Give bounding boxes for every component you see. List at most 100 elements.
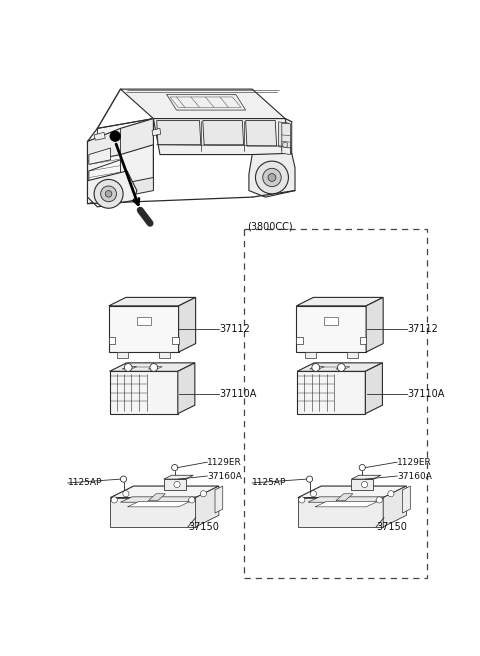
Circle shape bbox=[105, 190, 112, 197]
Text: 37150: 37150 bbox=[376, 522, 407, 532]
Text: 37112: 37112 bbox=[407, 324, 438, 334]
Circle shape bbox=[388, 491, 394, 497]
Circle shape bbox=[299, 497, 305, 503]
Polygon shape bbox=[89, 160, 120, 192]
Polygon shape bbox=[87, 171, 137, 207]
Polygon shape bbox=[246, 121, 276, 146]
Text: 1125AP: 1125AP bbox=[68, 478, 102, 487]
Polygon shape bbox=[120, 178, 154, 197]
Polygon shape bbox=[347, 352, 358, 358]
Text: 37110A: 37110A bbox=[219, 390, 256, 400]
Polygon shape bbox=[152, 129, 161, 136]
Polygon shape bbox=[164, 475, 193, 479]
Circle shape bbox=[311, 491, 316, 497]
Polygon shape bbox=[117, 352, 128, 358]
Text: 37112: 37112 bbox=[219, 324, 250, 334]
Circle shape bbox=[376, 497, 383, 503]
Polygon shape bbox=[308, 497, 385, 502]
Polygon shape bbox=[109, 337, 115, 344]
Circle shape bbox=[283, 142, 288, 148]
Polygon shape bbox=[360, 337, 366, 344]
Polygon shape bbox=[296, 306, 366, 352]
Polygon shape bbox=[164, 479, 186, 490]
Circle shape bbox=[101, 186, 117, 201]
Circle shape bbox=[312, 363, 320, 371]
Polygon shape bbox=[87, 119, 154, 161]
Polygon shape bbox=[278, 122, 288, 148]
Circle shape bbox=[268, 174, 276, 182]
Polygon shape bbox=[249, 154, 295, 197]
Polygon shape bbox=[298, 486, 407, 498]
Polygon shape bbox=[178, 363, 195, 414]
Polygon shape bbox=[87, 119, 154, 203]
Polygon shape bbox=[282, 123, 290, 152]
Polygon shape bbox=[203, 121, 244, 145]
Circle shape bbox=[124, 363, 132, 371]
Polygon shape bbox=[351, 475, 381, 479]
Polygon shape bbox=[196, 486, 219, 527]
Text: 1129ER: 1129ER bbox=[207, 458, 242, 466]
Polygon shape bbox=[109, 306, 179, 352]
Polygon shape bbox=[127, 501, 190, 507]
Polygon shape bbox=[336, 367, 350, 369]
Polygon shape bbox=[296, 297, 383, 306]
Circle shape bbox=[94, 180, 123, 208]
Polygon shape bbox=[109, 371, 178, 414]
Circle shape bbox=[361, 482, 368, 487]
Polygon shape bbox=[156, 121, 201, 145]
Circle shape bbox=[337, 363, 345, 371]
Polygon shape bbox=[172, 337, 179, 344]
Polygon shape bbox=[365, 363, 383, 414]
Polygon shape bbox=[366, 297, 383, 352]
Text: (3800CC): (3800CC) bbox=[248, 221, 293, 231]
Polygon shape bbox=[351, 479, 373, 490]
Polygon shape bbox=[282, 147, 290, 155]
Polygon shape bbox=[87, 184, 120, 203]
Circle shape bbox=[255, 161, 288, 194]
Polygon shape bbox=[94, 133, 105, 140]
Polygon shape bbox=[110, 498, 196, 527]
Polygon shape bbox=[315, 501, 378, 507]
Polygon shape bbox=[285, 119, 292, 155]
Polygon shape bbox=[148, 494, 166, 501]
Polygon shape bbox=[120, 89, 285, 119]
Bar bbox=[244, 229, 427, 578]
Text: 37150: 37150 bbox=[188, 522, 219, 532]
Polygon shape bbox=[89, 148, 110, 165]
Circle shape bbox=[306, 476, 312, 482]
Circle shape bbox=[123, 491, 129, 497]
Circle shape bbox=[359, 464, 365, 470]
Polygon shape bbox=[109, 297, 196, 306]
Circle shape bbox=[200, 491, 206, 497]
Polygon shape bbox=[296, 337, 302, 344]
Polygon shape bbox=[297, 363, 383, 371]
Text: 37110A: 37110A bbox=[407, 390, 444, 400]
Polygon shape bbox=[154, 119, 292, 155]
Polygon shape bbox=[298, 498, 383, 527]
Polygon shape bbox=[109, 363, 195, 371]
Circle shape bbox=[110, 131, 120, 142]
Text: 1125AP: 1125AP bbox=[252, 478, 287, 487]
Polygon shape bbox=[148, 367, 162, 369]
Polygon shape bbox=[137, 318, 151, 325]
Text: 37160A: 37160A bbox=[397, 472, 432, 481]
Text: 1129ER: 1129ER bbox=[397, 458, 432, 466]
Circle shape bbox=[263, 169, 281, 187]
Polygon shape bbox=[310, 367, 324, 369]
Circle shape bbox=[174, 482, 180, 487]
Polygon shape bbox=[215, 486, 223, 513]
Circle shape bbox=[111, 497, 117, 503]
Polygon shape bbox=[179, 297, 196, 352]
Circle shape bbox=[172, 464, 178, 470]
Circle shape bbox=[189, 497, 195, 503]
Polygon shape bbox=[324, 318, 338, 325]
Polygon shape bbox=[297, 371, 365, 414]
Polygon shape bbox=[120, 497, 197, 502]
Circle shape bbox=[120, 476, 127, 482]
Text: 37160A: 37160A bbox=[207, 472, 242, 481]
Polygon shape bbox=[110, 486, 219, 498]
Polygon shape bbox=[403, 486, 410, 513]
Polygon shape bbox=[122, 367, 137, 369]
Circle shape bbox=[150, 363, 157, 371]
Polygon shape bbox=[159, 352, 170, 358]
